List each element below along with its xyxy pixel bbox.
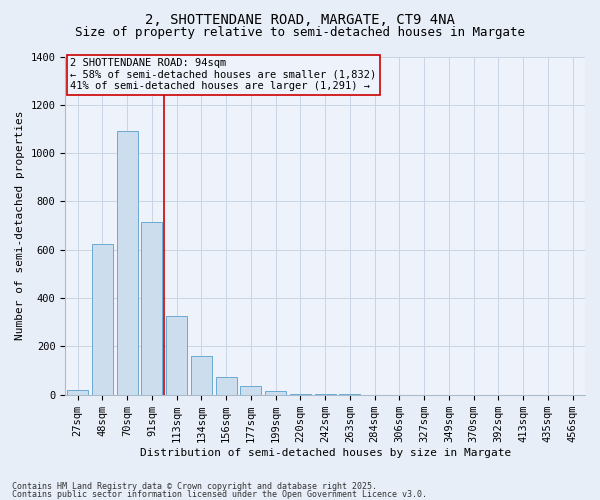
Bar [241,386,262,394]
Bar [215,376,236,394]
Bar [166,316,187,394]
Text: 2, SHOTTENDANE ROAD, MARGATE, CT9 4NA: 2, SHOTTENDANE ROAD, MARGATE, CT9 4NA [145,12,455,26]
Bar [191,356,212,395]
Text: 2 SHOTTENDANE ROAD: 94sqm
← 58% of semi-detached houses are smaller (1,832)
41% : 2 SHOTTENDANE ROAD: 94sqm ← 58% of semi-… [70,58,377,92]
Bar [92,244,113,394]
Text: Size of property relative to semi-detached houses in Margate: Size of property relative to semi-detach… [75,26,525,39]
Text: Contains public sector information licensed under the Open Government Licence v3: Contains public sector information licen… [12,490,427,499]
Bar [142,222,163,394]
Bar [67,390,88,394]
Bar [116,132,137,394]
X-axis label: Distribution of semi-detached houses by size in Margate: Distribution of semi-detached houses by … [140,448,511,458]
Bar [265,391,286,394]
Text: Contains HM Land Registry data © Crown copyright and database right 2025.: Contains HM Land Registry data © Crown c… [12,482,377,491]
Y-axis label: Number of semi-detached properties: Number of semi-detached properties [15,111,25,340]
